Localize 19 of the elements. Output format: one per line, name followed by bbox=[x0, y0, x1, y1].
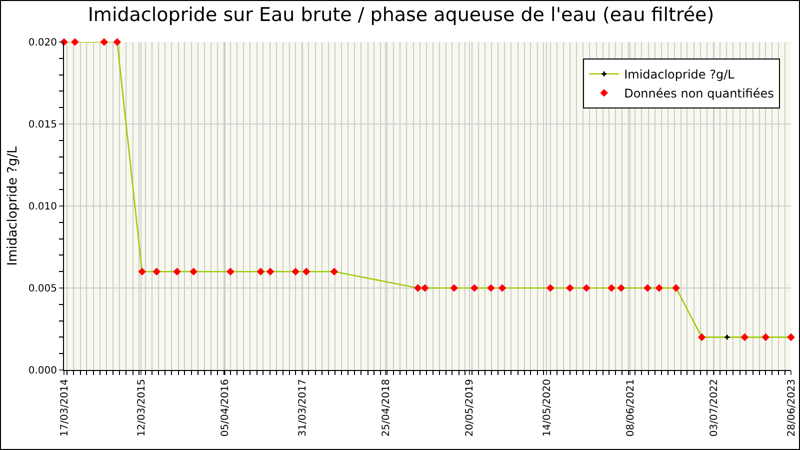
y-tick-label: 0.005 bbox=[28, 284, 57, 294]
y-axis-title: Imidaclopride ?g/L bbox=[5, 146, 20, 266]
x-tick-label: 14/05/2020 bbox=[542, 379, 553, 437]
x-tick-label: 03/07/2022 bbox=[709, 379, 720, 437]
x-tick-label: 12/03/2015 bbox=[136, 379, 148, 437]
y-tick-label: 0.020 bbox=[28, 38, 57, 48]
chart-title: Imidaclopride sur Eau brute / phase aqueuse de l'eau (eau filtrée) bbox=[88, 4, 714, 26]
x-tick-label: 20/05/2019 bbox=[464, 379, 476, 437]
x-tick-label: 08/06/2021 bbox=[625, 379, 636, 437]
y-tick-label: 0.015 bbox=[28, 120, 57, 130]
legend-label: Données non quantifiées bbox=[624, 86, 774, 101]
x-tick-label: 28/06/2023 bbox=[786, 379, 798, 437]
x-tick-label: 25/04/2018 bbox=[380, 379, 392, 437]
y-tick-label: 0.000 bbox=[28, 366, 57, 376]
x-tick-label: 05/04/2016 bbox=[220, 379, 232, 437]
x-tick-label: 31/03/2017 bbox=[297, 379, 308, 437]
x-tick-label: 17/03/2014 bbox=[59, 379, 70, 437]
legend-label: Imidaclopride ?g/L bbox=[624, 68, 735, 82]
y-tick-label: 0.010 bbox=[28, 202, 57, 212]
